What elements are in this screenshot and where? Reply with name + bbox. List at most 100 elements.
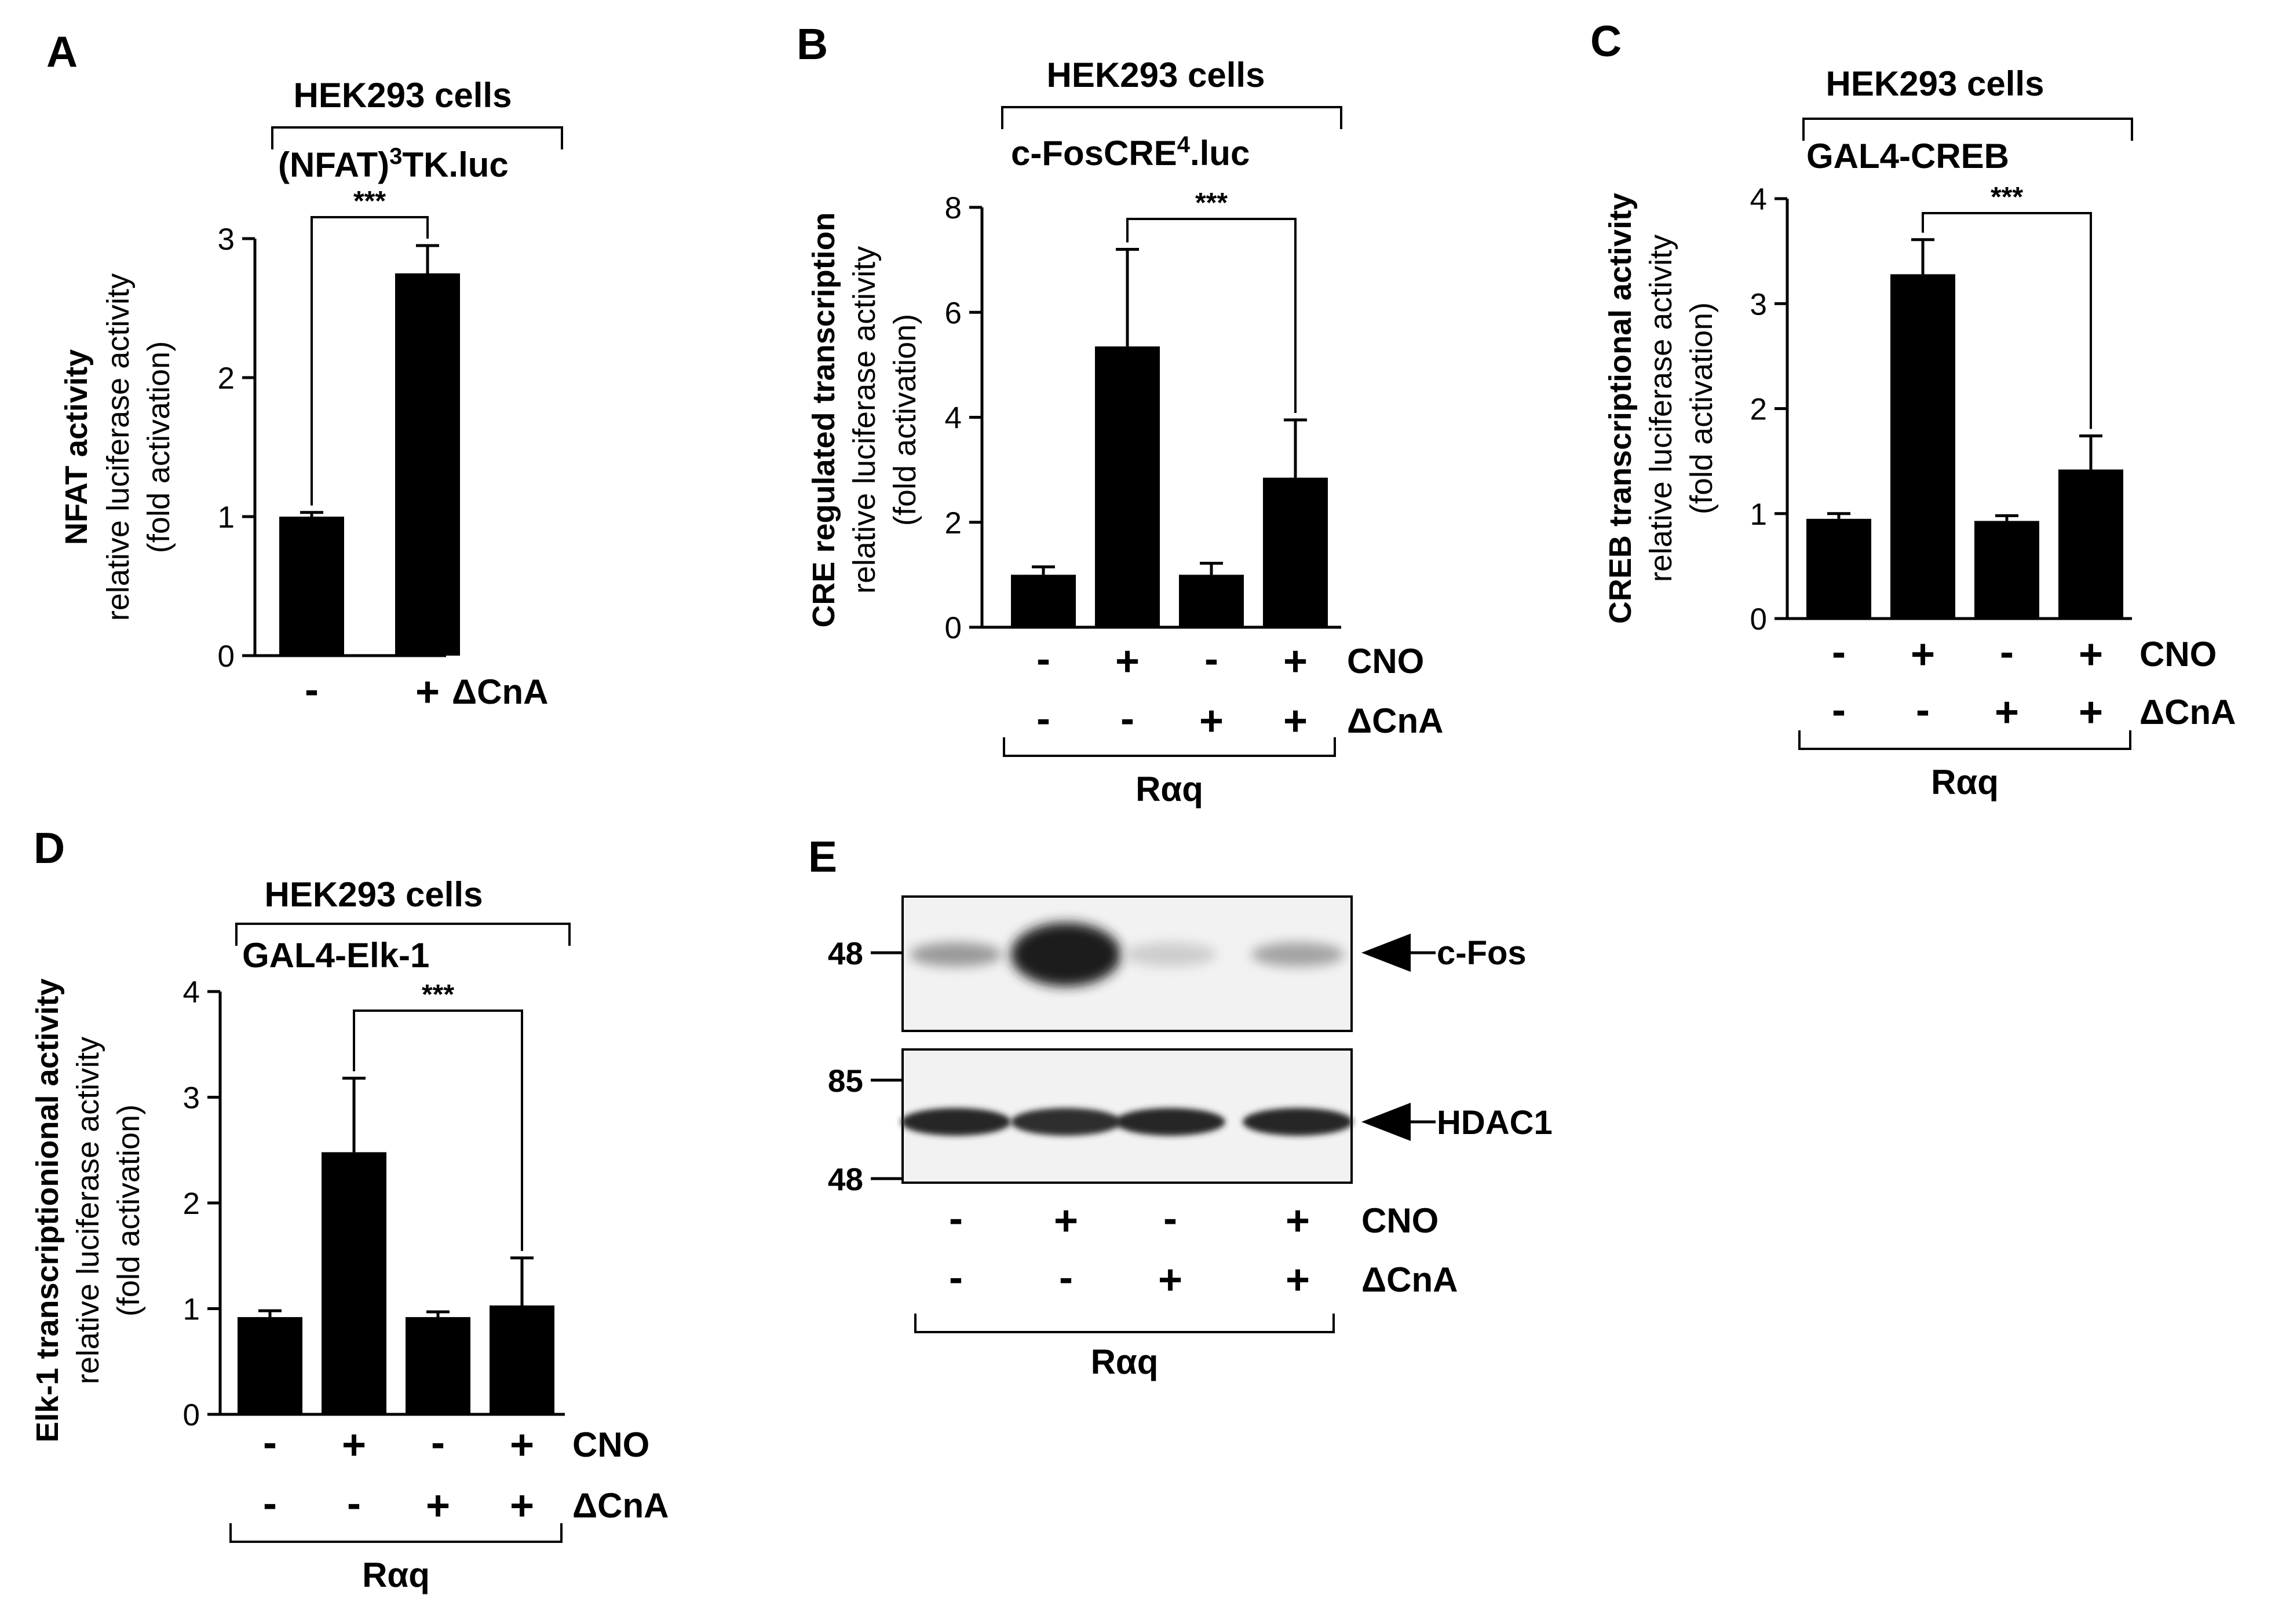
condition-sign: - xyxy=(1163,1195,1177,1242)
reporter-superscript: 4 xyxy=(1177,132,1191,158)
bar xyxy=(406,1317,470,1414)
condition-sign: + xyxy=(342,1422,366,1468)
condition-label: ΔCnA xyxy=(572,1486,669,1525)
panel-label: C xyxy=(1590,17,1622,65)
condition-sign: + xyxy=(1283,638,1308,685)
condition-sign: + xyxy=(1115,638,1140,685)
condition-label: CNO xyxy=(2139,635,2217,674)
bar xyxy=(1095,346,1160,627)
significance-bracket xyxy=(353,1009,523,1251)
reporter-label: c-FosCRE4.luc xyxy=(1011,132,1250,173)
condition-sign: - xyxy=(1832,687,1846,733)
receptor-label: Rαq xyxy=(362,1556,430,1594)
condition-sign: - xyxy=(263,1420,277,1466)
y-tick-label: 1 xyxy=(1750,498,1767,532)
condition-sign: + xyxy=(510,1483,534,1529)
condition-sign: - xyxy=(949,1195,963,1242)
y-tick-label: 6 xyxy=(945,296,962,330)
bar xyxy=(1263,477,1328,627)
y-tick-label: 3 xyxy=(183,1081,200,1115)
condition-sign: - xyxy=(1204,636,1218,682)
y-axis-title: NFAT activity xyxy=(59,349,94,545)
condition-sign: - xyxy=(263,1480,277,1527)
condition-label: ΔCnA xyxy=(452,672,548,711)
mw-marker: 85 xyxy=(828,1063,863,1099)
significance-label: *** xyxy=(1991,182,2023,213)
y-tick-label: 2 xyxy=(218,361,235,396)
condition-sign: + xyxy=(1995,689,2019,736)
y-tick-label: 1 xyxy=(218,500,235,535)
cell-line-label: HEK293 cells xyxy=(1826,64,2044,103)
panel-label: A xyxy=(46,27,78,76)
hdac1-band xyxy=(1115,1108,1225,1136)
receptor-bracket xyxy=(1798,730,2131,750)
reporter-name: GAL4-CREB xyxy=(1806,137,2009,175)
condition-sign: + xyxy=(426,1483,450,1529)
condition-label: ΔCnA xyxy=(2139,693,2236,731)
y-axis-title: Elk-1 transcriptionional activity xyxy=(30,978,65,1442)
y-tick-label: 0 xyxy=(945,611,962,645)
hdac1-band xyxy=(1011,1108,1121,1136)
receptor-bracket xyxy=(914,1314,1335,1333)
condition-sign: - xyxy=(1120,696,1134,742)
condition-sign: - xyxy=(2000,629,2014,675)
receptor-bracket xyxy=(1003,737,1336,757)
y-tick-label: 4 xyxy=(945,401,962,436)
y-tick-label: 2 xyxy=(183,1187,200,1221)
receptor-bracket xyxy=(229,1523,563,1543)
mw-marker: 48 xyxy=(828,1161,863,1197)
y-tick-label: 3 xyxy=(218,222,235,257)
panel-label: E xyxy=(808,832,837,881)
condition-label: CNO xyxy=(572,1425,649,1464)
mw-marker: 48 xyxy=(828,935,863,971)
condition-sign: + xyxy=(1911,631,1935,678)
y-tick-label: 3 xyxy=(1750,287,1767,321)
hdac1-band xyxy=(1243,1108,1353,1136)
cell-line-label: HEK293 cells xyxy=(294,76,512,115)
y-axis-subtitle: relative luciferase activity xyxy=(1644,235,1678,582)
condition-label: ΔCnA xyxy=(1347,701,1443,740)
y-tick-label: 2 xyxy=(1750,393,1767,427)
condition-sign: + xyxy=(1286,1198,1310,1244)
condition-sign: + xyxy=(1199,698,1224,744)
condition-sign: + xyxy=(415,669,440,715)
condition-sign: - xyxy=(949,1254,963,1301)
panel-d: D HEK293 cells GAL4-Elk-1 Elk-1 transcripti… xyxy=(30,824,669,1594)
condition-sign: - xyxy=(347,1480,361,1527)
hdac1-band xyxy=(901,1108,1011,1136)
condition-sign: + xyxy=(2079,689,2103,736)
panel-label: B xyxy=(797,20,828,68)
significance-label: *** xyxy=(422,979,454,1010)
condition-sign: + xyxy=(1158,1257,1182,1303)
panel-e: E 48 85 48 c-Fos HDAC1 - + - + CNO - - + + ΔCnA Rαq xyxy=(808,832,1553,1381)
y-axis-subtitle-2: (fold activation) xyxy=(888,314,922,526)
c-fos-band xyxy=(1251,942,1344,967)
cells-bracket xyxy=(1802,118,2133,141)
c-fos-band xyxy=(1011,923,1121,986)
y-axis-title: CRE regulated transcription xyxy=(806,212,841,627)
condition-sign: + xyxy=(1286,1257,1310,1303)
y-axis-subtitle-2: (fold activation) xyxy=(141,341,176,553)
condition-sign: - xyxy=(1036,636,1050,682)
y-axis-subtitle-2: (fold activation) xyxy=(1684,302,1719,514)
receptor-label: Rαq xyxy=(1931,763,1999,802)
bar xyxy=(279,517,344,656)
significance-bracket xyxy=(1126,218,1297,414)
y-tick-label: 1 xyxy=(183,1293,200,1327)
condition-sign: - xyxy=(431,1420,445,1466)
condition-sign: - xyxy=(1832,629,1846,675)
bar xyxy=(395,273,460,656)
condition-sign: + xyxy=(1283,698,1308,744)
y-axis-subtitle: relative luciferase activity xyxy=(71,1037,105,1384)
bar xyxy=(2058,469,2123,619)
bar xyxy=(322,1152,386,1414)
cell-line-label: HEK293 cells xyxy=(265,875,483,914)
y-axis-title: CREB transcriptional activity xyxy=(1603,193,1638,624)
bar xyxy=(490,1305,554,1414)
receptor-label: Rαq xyxy=(1136,770,1203,809)
y-axis-subtitle: relative luciferase activity xyxy=(847,246,882,594)
condition-label: CNO xyxy=(1361,1201,1438,1240)
cell-line-label: HEK293 cells xyxy=(1047,56,1265,94)
panel-label: D xyxy=(34,824,65,872)
